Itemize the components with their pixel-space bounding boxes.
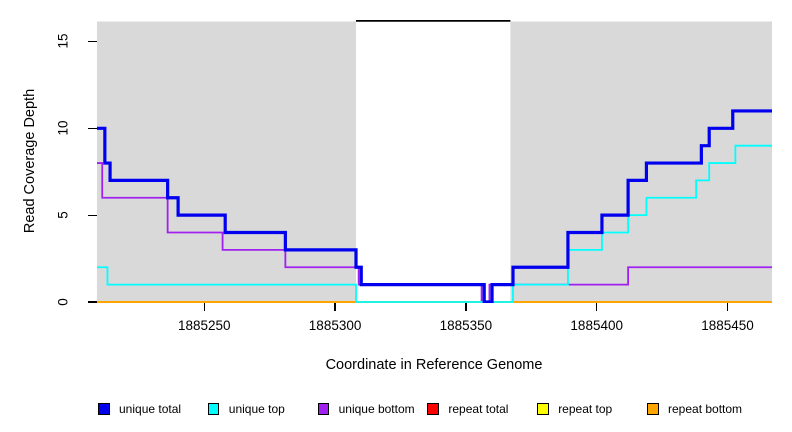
- x-tick: [465, 303, 467, 311]
- shaded-flank-region-left: [97, 21, 357, 303]
- x-tick: [203, 303, 205, 311]
- x-tick: [726, 303, 729, 311]
- series-unique-top-line: [97, 144, 772, 303]
- plot-area: [97, 20, 772, 303]
- series-unique-total-line: [97, 109, 772, 303]
- legend-swatch-repeat-bottom: [647, 403, 659, 415]
- legend-swatch-unique-top: [207, 403, 220, 415]
- x-axis-label: Coordinate in Reference Genome: [325, 357, 543, 373]
- legend-label: repeat top: [558, 402, 613, 416]
- legend-label: unique bottom: [338, 402, 415, 416]
- legend-label: unique total: [119, 402, 182, 416]
- legend-label: unique top: [228, 402, 285, 416]
- y-tick-label: 15: [55, 33, 71, 49]
- x-tick-label: 1885400: [570, 318, 623, 333]
- x-tick-label: 1885250: [177, 318, 231, 333]
- x-tick-label: 1885300: [308, 318, 362, 333]
- y-tick: [88, 214, 97, 216]
- y-tick-label: 5: [55, 211, 71, 219]
- legend-swatch-unique-bottom: [317, 403, 330, 415]
- legend-label: repeat total: [448, 402, 509, 416]
- legend-swatch-repeat-total: [427, 403, 439, 415]
- y-tick-label: 0: [55, 298, 71, 306]
- y-tick: [88, 301, 97, 303]
- legend-swatch-repeat-top: [537, 403, 549, 415]
- y-axis-label: Read Coverage Depth: [22, 88, 38, 234]
- y-tick: [88, 127, 97, 129]
- x-tick: [334, 303, 336, 311]
- x-tick-label: 1885350: [439, 318, 493, 333]
- x-tick: [596, 303, 598, 311]
- legend-label: repeat bottom: [668, 402, 743, 416]
- legend-swatch-unique-total: [98, 403, 110, 415]
- y-tick-label: 10: [55, 120, 71, 136]
- x-tick-label: 1885450: [701, 318, 754, 333]
- y-tick: [88, 40, 97, 43]
